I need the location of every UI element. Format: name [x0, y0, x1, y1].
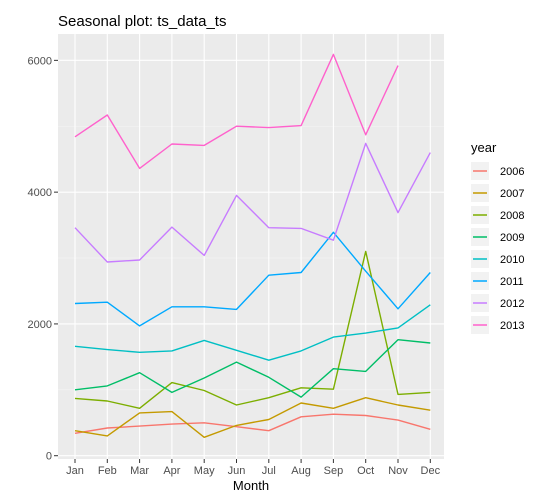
x-axis: Jan Feb Mar Apr May Jun Jul Aug Sep Oct Nov Dec: [66, 459, 440, 477]
legend-label: 2012: [500, 298, 524, 310]
y-tick-label: 2000: [28, 319, 52, 331]
chart-title: Seasonal plot: ts_data_ts: [58, 13, 226, 30]
x-tick-label: May: [194, 465, 215, 477]
legend-label: 2008: [500, 210, 524, 222]
legend-title: year: [471, 140, 497, 155]
x-tick-label: Jan: [66, 465, 84, 477]
x-tick-label: Dec: [421, 465, 441, 477]
legend-label: 2009: [500, 232, 524, 244]
legend-label: 2011: [500, 276, 524, 288]
y-axis: 0 2000 4000 6000: [28, 55, 58, 462]
y-tick-label: 0: [46, 451, 52, 463]
plot-panel: [58, 34, 444, 459]
legend-label: 2013: [500, 320, 524, 332]
x-tick-label: Nov: [388, 465, 408, 477]
x-tick-label: Jul: [262, 465, 276, 477]
x-tick-label: Aug: [291, 465, 311, 477]
y-tick-label: 6000: [28, 55, 52, 67]
x-tick-label: Feb: [98, 465, 117, 477]
legend-label: 2010: [500, 254, 524, 266]
x-axis-label: Month: [233, 478, 269, 493]
x-tick-label: Jun: [228, 465, 246, 477]
x-tick-label: Oct: [357, 465, 374, 477]
x-tick-label: Mar: [130, 465, 149, 477]
legend-label: 2006: [500, 166, 524, 178]
legend-label: 2007: [500, 188, 524, 200]
y-tick-label: 4000: [28, 187, 52, 199]
legend: year 2006 2007 2008 2009 2010 2011 2012 2013: [471, 140, 524, 334]
x-tick-label: Sep: [324, 465, 344, 477]
x-tick-label: Apr: [163, 465, 180, 477]
